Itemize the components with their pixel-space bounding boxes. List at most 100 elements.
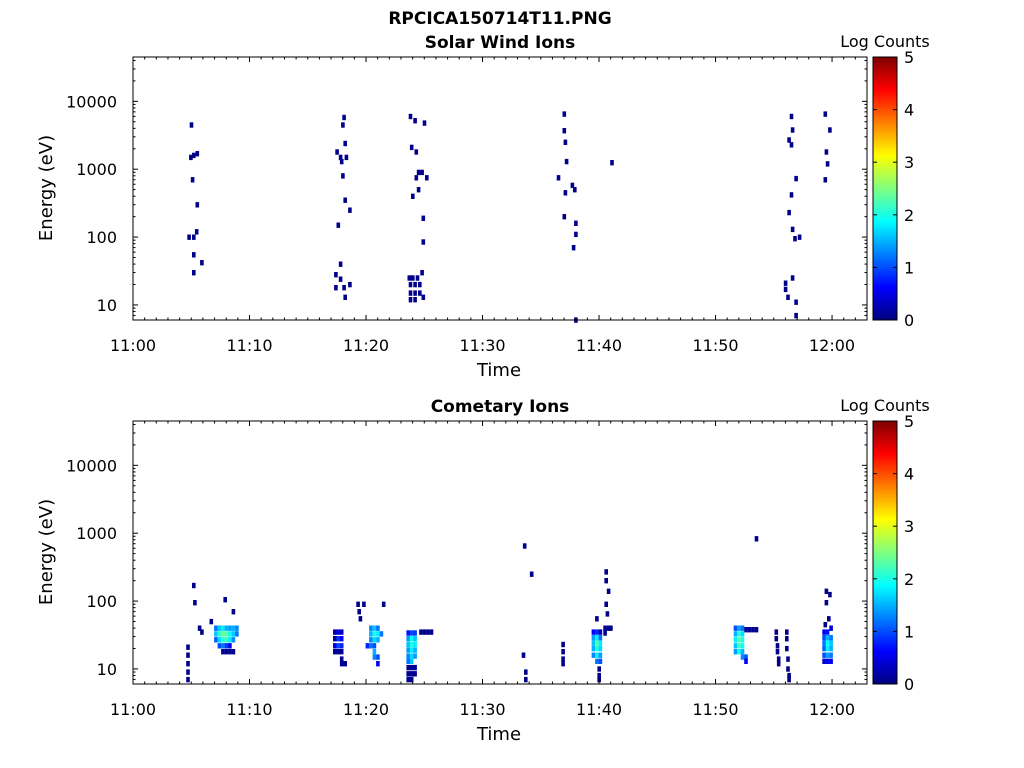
heatmap-cells [186,536,833,683]
heatmap-cell [603,630,607,636]
heatmap-cell [209,618,214,625]
heatmap-cell [192,234,196,240]
heatmap-cell [195,202,200,208]
heatmap-cell [751,627,755,633]
heatmap-cell [776,661,781,667]
heatmap-cell [825,161,830,167]
heatmap-cell [200,260,204,266]
x-tick-label: 11:30 [459,336,505,355]
heatmap-cell [740,625,745,631]
x-tick-label: 11:10 [226,336,272,355]
heatmap-cell [733,637,738,643]
heatmap-cell [372,637,377,643]
heatmap-cell [598,645,603,652]
heatmap-cell [192,582,196,589]
heatmap-cell [192,152,196,159]
colorbar-tick-label: 5 [904,48,914,67]
heatmap-cell [376,654,380,660]
heatmap-cell [336,629,341,635]
panel-title: Cometary Ions [431,397,570,417]
heatmap-cell [189,154,193,161]
heatmap-cell [336,649,341,655]
heatmap-cell [357,609,361,615]
heatmap-cell [595,640,599,646]
heatmap-cell [413,118,417,124]
heatmap-cell [186,669,190,675]
heatmap-cell [228,637,232,643]
heatmap-cell [409,641,414,648]
heatmap-cell [338,276,343,282]
x-tick-label: 11:10 [226,700,272,719]
heatmap-cell [737,643,741,649]
heatmap-cell [797,234,802,240]
heatmap-cell [574,220,578,226]
heatmap-cell [604,601,608,607]
heatmap-cell [754,627,759,633]
heatmap-cell [823,111,828,117]
heatmap-cell [822,635,826,641]
heatmap-cell [217,643,222,649]
heatmap-cell [413,297,417,303]
heatmap-cell [372,649,377,655]
heatmap-cell [521,652,526,658]
heatmap-cell [344,154,349,161]
colorbar-tick-label: 4 [904,465,914,484]
heatmap-cell [787,672,791,679]
heatmap-cell [744,658,748,664]
heatmap-cell [561,649,565,655]
heatmap-cell [376,625,380,631]
heatmap-cell [421,215,426,221]
heatmap-cell [822,640,826,646]
heatmap-cell [413,647,417,653]
y-tick-label: 10000 [66,92,117,111]
heatmap-cell [406,653,410,659]
y-tick-label: 100 [86,592,117,611]
plot-frame [132,420,868,685]
heatmap-cell [789,142,794,148]
heatmap-cell [790,275,795,281]
colorbar-tick-label: 5 [904,412,914,431]
x-tick-label: 11:50 [692,700,738,719]
heatmap-cell [573,187,577,193]
heatmap-cell [413,641,417,648]
heatmap-cell [415,275,420,281]
heatmap-cell [422,629,427,635]
heatmap-cell [193,600,197,606]
heatmap-cell [221,625,225,631]
heatmap-cell [228,649,232,655]
heatmap-cell [604,569,608,575]
heatmap-cell [224,643,229,649]
heatmap-cell [411,275,415,281]
heatmap-cell [598,635,603,641]
axes: 11:00 11:10 11:20 11:30 11:40 11:50 12:00 10 100… [66,420,868,719]
heatmap-cell [793,236,797,242]
heatmap-cell [200,629,204,635]
heatmap-cell [408,113,413,120]
heatmap-cell [221,643,225,649]
heatmap-cell [228,625,232,631]
heatmap-cell [524,676,528,683]
heatmap-cell [356,601,360,607]
heatmap-cell [348,207,352,213]
colorbar-tick-label: 4 [904,101,914,120]
colorbar-tick-label: 3 [904,153,914,172]
heatmap-cell [598,640,603,646]
heatmap-cell [787,137,791,143]
heatmap-cell [790,127,795,133]
heatmap-cell [733,625,738,631]
heatmap-cell [524,669,528,675]
x-tick-label: 11:20 [343,700,389,719]
heatmap-cell [409,653,414,659]
heatmap-cell [409,636,414,642]
heatmap-cell [334,285,338,291]
heatmap-cell [413,664,417,671]
heatmap-cell [408,281,413,288]
heatmap-cell [217,637,222,643]
heatmap-cell [610,160,614,166]
heatmap-cell [595,635,599,641]
x-axis-label: Time [476,360,521,381]
heatmap-cell [829,652,833,658]
colorbar-gradient [872,56,898,321]
heatmap-cell [186,676,190,683]
heatmap-cell [822,645,826,652]
